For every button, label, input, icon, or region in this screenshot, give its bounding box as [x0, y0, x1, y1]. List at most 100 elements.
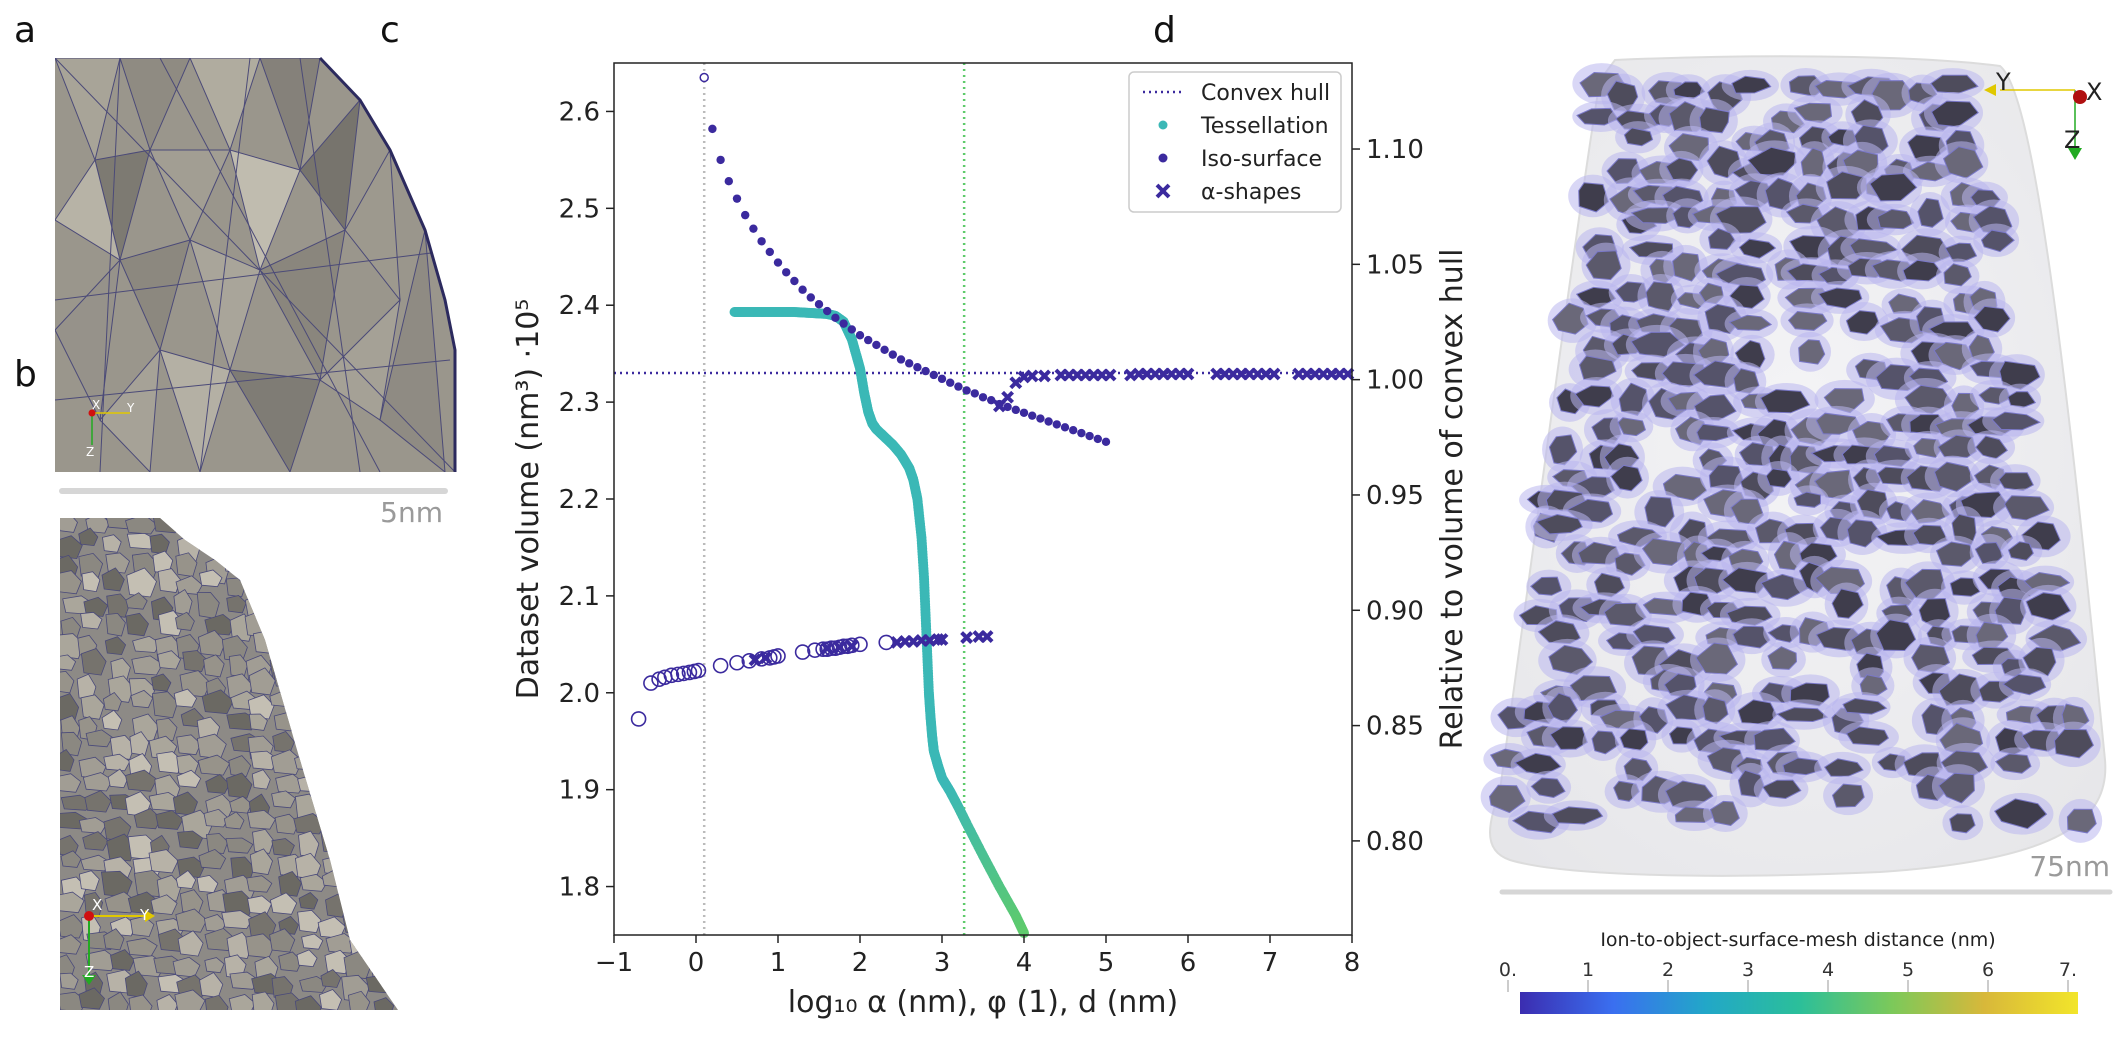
iso-surface-point [749, 224, 758, 233]
tessellation-facet [226, 772, 253, 799]
tessellation-facet [173, 688, 198, 708]
y2-tick-label: 0.85 [1366, 712, 1424, 742]
panel-label-d: d [1153, 10, 1176, 51]
tessellation-facet [272, 731, 295, 753]
tessellation-facet [349, 656, 382, 682]
tessellation-facet [205, 833, 229, 855]
tessellation-facet [299, 873, 328, 892]
iso-surface-point [823, 306, 832, 316]
tessellation-facet [366, 735, 392, 759]
tessellation-facet [316, 795, 345, 822]
tessellation-facet [391, 870, 398, 899]
tessellation-facet [366, 672, 390, 701]
tessellation-facet [124, 970, 148, 998]
tessellation-facet [83, 891, 104, 918]
tessellation-facet [156, 874, 182, 902]
precipitate [1982, 405, 2045, 437]
tessellation-facet [394, 567, 398, 591]
precipitate [1968, 298, 2016, 338]
tessellation-facet [301, 933, 324, 950]
precipitate [1772, 699, 1836, 730]
tessellation-facet [298, 892, 319, 910]
tessellation-facet [174, 518, 199, 532]
panel-b-axis-x-label: X [92, 896, 102, 914]
tessellation-facet [60, 670, 75, 694]
tessellation-facet [101, 709, 123, 731]
tessellation-facet [298, 715, 320, 735]
alpha-shape-point [1103, 368, 1117, 382]
tessellation-facet [81, 571, 101, 593]
tessellation-facet [248, 527, 281, 555]
tessellation-facet [340, 610, 369, 629]
y-tick-label: 2.1 [559, 582, 600, 612]
iso-surface-point [1019, 408, 1029, 417]
tessellation-facet [126, 937, 158, 957]
panel-b-axis-z-label: Z [84, 963, 94, 981]
tessellation-facet [397, 929, 398, 954]
tessellation-facet [152, 550, 174, 575]
alpha-shape-hollow-point [843, 637, 860, 654]
colorbar: Ion-to-object-surface-mesh distance (nm)… [1499, 929, 2078, 1014]
precipitate [1815, 165, 1877, 209]
colorbar-tick-label: 3 [1742, 959, 1754, 981]
iso-surface-point [790, 276, 799, 286]
tessellation-facet [323, 608, 353, 629]
tessellation-facet [60, 693, 80, 723]
tessellation-facet [60, 850, 82, 868]
tessellation-facet [155, 717, 178, 742]
iso-surface-point [806, 293, 815, 302]
tessellation-facet [343, 772, 377, 798]
tessellation-facet [392, 891, 398, 910]
iso-surface-point [839, 319, 848, 328]
y-tick-label: 1.8 [559, 873, 600, 903]
tessellation-facet [320, 969, 342, 988]
precipitate [1831, 692, 1891, 723]
tessellation-facet [347, 874, 370, 899]
panel-a-axis-z-label: Z [86, 445, 94, 459]
tessellation-facet [371, 853, 393, 873]
precipitate [2020, 584, 2077, 628]
tessellation-facet [341, 796, 368, 822]
panel-b-axis-y-label: Y [139, 906, 150, 924]
tessellation-facet [324, 675, 352, 704]
alpha-shape-hollow-point [643, 675, 659, 691]
tessellation-facet [245, 518, 274, 537]
tessellation-facet [371, 932, 398, 955]
tessellation-facet [152, 518, 182, 534]
iso-surface-point [1069, 426, 1078, 435]
alpha-shape-hollow-point [770, 648, 786, 664]
x-tick-label: 7 [1262, 948, 1279, 978]
tessellation-facet [252, 629, 282, 655]
tessellation-facet [107, 768, 129, 789]
tessellation-facet [176, 856, 206, 878]
tessellation-facet [294, 651, 320, 678]
tessellation-facet [293, 609, 325, 637]
tessellation-facet [78, 527, 99, 547]
precipitate [1814, 751, 1871, 785]
iso-surface-point [946, 378, 955, 387]
tessellation-facet [350, 671, 370, 700]
tessellation-facet [246, 875, 273, 893]
tessellation-facet [325, 518, 354, 539]
y-tick-label: 2.6 [559, 97, 600, 127]
colorbar-title: Ion-to-object-surface-mesh distance (nm) [1600, 929, 1995, 951]
tessellation-facet [319, 595, 344, 617]
alpha-shape-point [759, 651, 773, 665]
tessellation-facet [364, 572, 394, 593]
y-tick-label: 2.0 [559, 679, 600, 709]
panel-d-axis-x-label: X [2086, 78, 2102, 106]
precipitate [1934, 141, 1989, 184]
tessellation-facet [230, 856, 255, 883]
tessellation-facet [85, 729, 113, 748]
alpha-shape-point [820, 641, 834, 655]
tessellation-facet [271, 790, 296, 809]
precipitate [1606, 456, 1649, 499]
alpha-shape-point [935, 633, 949, 646]
tessellation-facet [177, 930, 204, 957]
tessellation-facet [175, 575, 203, 595]
precipitate [1967, 430, 2016, 465]
tessellation-facet [175, 869, 197, 889]
tessellation-facet [125, 592, 148, 610]
precipitate [2045, 721, 2101, 768]
tessellation-facet [228, 654, 249, 678]
